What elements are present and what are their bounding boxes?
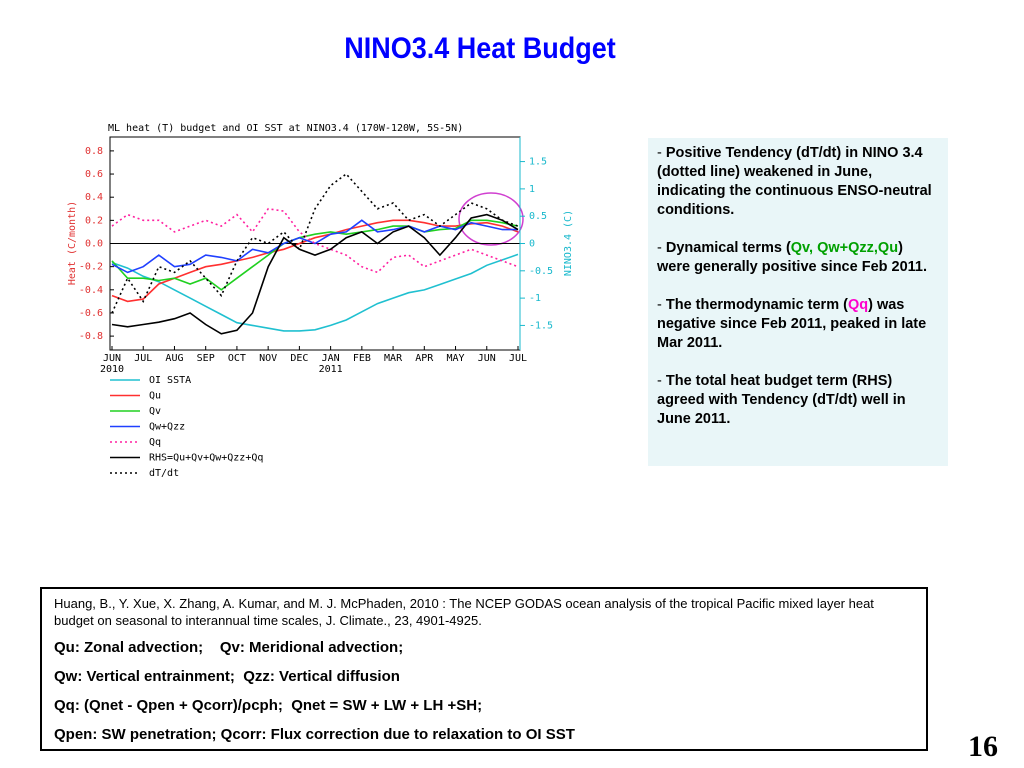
x-tick-label: MAR [384, 353, 403, 364]
x-tick-label: JAN [322, 353, 340, 364]
chart-title: ML heat (T) budget and OI SST at NINO3.4… [108, 123, 463, 134]
y-tick-label: -0.4 [79, 285, 103, 296]
note-text: The total heat budget term (RHS) agreed … [657, 373, 906, 427]
y-tick-label: -0.6 [79, 308, 103, 319]
x-tick-label: APR [415, 353, 434, 364]
note-paragraph: - The total heat budget term (RHS) agree… [657, 372, 939, 429]
note-text: - [657, 240, 666, 256]
y2-axis-title: NINO3.4 (C) [563, 210, 574, 276]
series-line [111, 253, 519, 332]
x-tick-label: AUG [165, 353, 183, 364]
x-tick-label: NOV [259, 353, 277, 364]
y2-tick-label: 1.5 [529, 157, 547, 168]
note-text: ) were generally positive since Feb 2011… [657, 240, 927, 275]
y-tick-label: 0.6 [85, 169, 103, 180]
x-year-label: 2010 [100, 364, 124, 375]
slide-title: NINO3.4 Heat Budget [344, 32, 616, 65]
series-line [111, 207, 519, 274]
y-tick-label: 0.2 [85, 215, 103, 226]
series-line [111, 172, 519, 314]
legend-label: dT/dt [149, 468, 179, 479]
definition: Qw: Vertical entrainment; Qzz: Vertical … [54, 668, 400, 685]
x-tick-label: MAY [447, 353, 465, 364]
legend-label: Qw+Qzz [149, 422, 185, 433]
note-paragraph: - Dynamical terms (Qv, Qw+Qzz,Qu) were g… [657, 239, 939, 277]
reference-box: Huang, B., Y. Xue, X. Zhang, A. Kumar, a… [40, 587, 928, 751]
x-tick-label: OCT [228, 353, 246, 364]
note-text: Positive Tendency (dT/dt) in NINO 3.4 (d… [657, 145, 932, 218]
x-tick-label: JUL [134, 353, 152, 364]
x-tick-label: JUN [478, 353, 496, 364]
y-tick-label: 0.4 [85, 192, 103, 203]
y2-tick-label: 0 [529, 239, 535, 250]
y2-tick-label: 1 [529, 184, 535, 195]
y2-tick-label: -1.5 [529, 320, 553, 331]
y2-tick-label: -1 [529, 293, 541, 304]
page-number: 16 [968, 730, 998, 763]
x-year-label: 2011 [319, 364, 343, 375]
x-tick-label: FEB [353, 353, 371, 364]
y-tick-label: 0.0 [85, 239, 103, 250]
legend-label: Qv [149, 406, 161, 417]
series-line [111, 219, 519, 303]
note-text: - [657, 145, 666, 161]
x-tick-label: JUN [103, 353, 121, 364]
note-paragraph: - Positive Tendency (dT/dt) in NINO 3.4 … [657, 144, 939, 220]
y-tick-label: -0.8 [79, 331, 103, 342]
highlight-circle [458, 192, 524, 246]
legend-label: OI SSTA [149, 375, 191, 386]
note-paragraph: - The thermodynamic term (Qq) was negati… [657, 296, 939, 353]
definition: Qq: (Qnet - Qpen + Qcorr)/ρcph; Qnet = S… [54, 697, 483, 714]
citation: Huang, B., Y. Xue, X. Zhang, A. Kumar, a… [54, 596, 874, 628]
note-text: Qv, Qw+Qzz,Qu [790, 240, 899, 256]
y2-tick-label: -0.5 [529, 266, 553, 277]
definition: Qpen: SW penetration; Qcorr: Flux correc… [54, 726, 575, 743]
legend-label: Qu [149, 391, 161, 402]
x-tick-label: DEC [290, 353, 308, 364]
note-text: - [657, 297, 666, 313]
note-text: Qq [847, 297, 869, 313]
note-text: - [657, 373, 666, 389]
legend-label: RHS=Qu+Qv+Qw+Qzz+Qq [149, 453, 263, 464]
legend-label: Qq [149, 437, 161, 448]
y2-tick-label: 0.5 [529, 211, 547, 222]
x-tick-label: SEP [197, 353, 215, 364]
note-text: The thermodynamic term ( [665, 297, 848, 313]
y-tick-label: 0.8 [85, 146, 103, 157]
series-line [111, 213, 519, 335]
notes-box: - Positive Tendency (dT/dt) in NINO 3.4 … [648, 138, 948, 466]
definition: Qu: Zonal advection; Qv: Meridional adve… [54, 639, 404, 656]
note-text: ) was negative since Feb 2011, peaked in… [657, 297, 927, 351]
note-text: Dynamical terms ( [665, 240, 791, 256]
y-axis-title: Heat (C/month) [67, 201, 78, 285]
series-line [111, 219, 518, 274]
y-tick-label: -0.2 [79, 262, 103, 273]
x-tick-label: JUL [509, 353, 527, 364]
